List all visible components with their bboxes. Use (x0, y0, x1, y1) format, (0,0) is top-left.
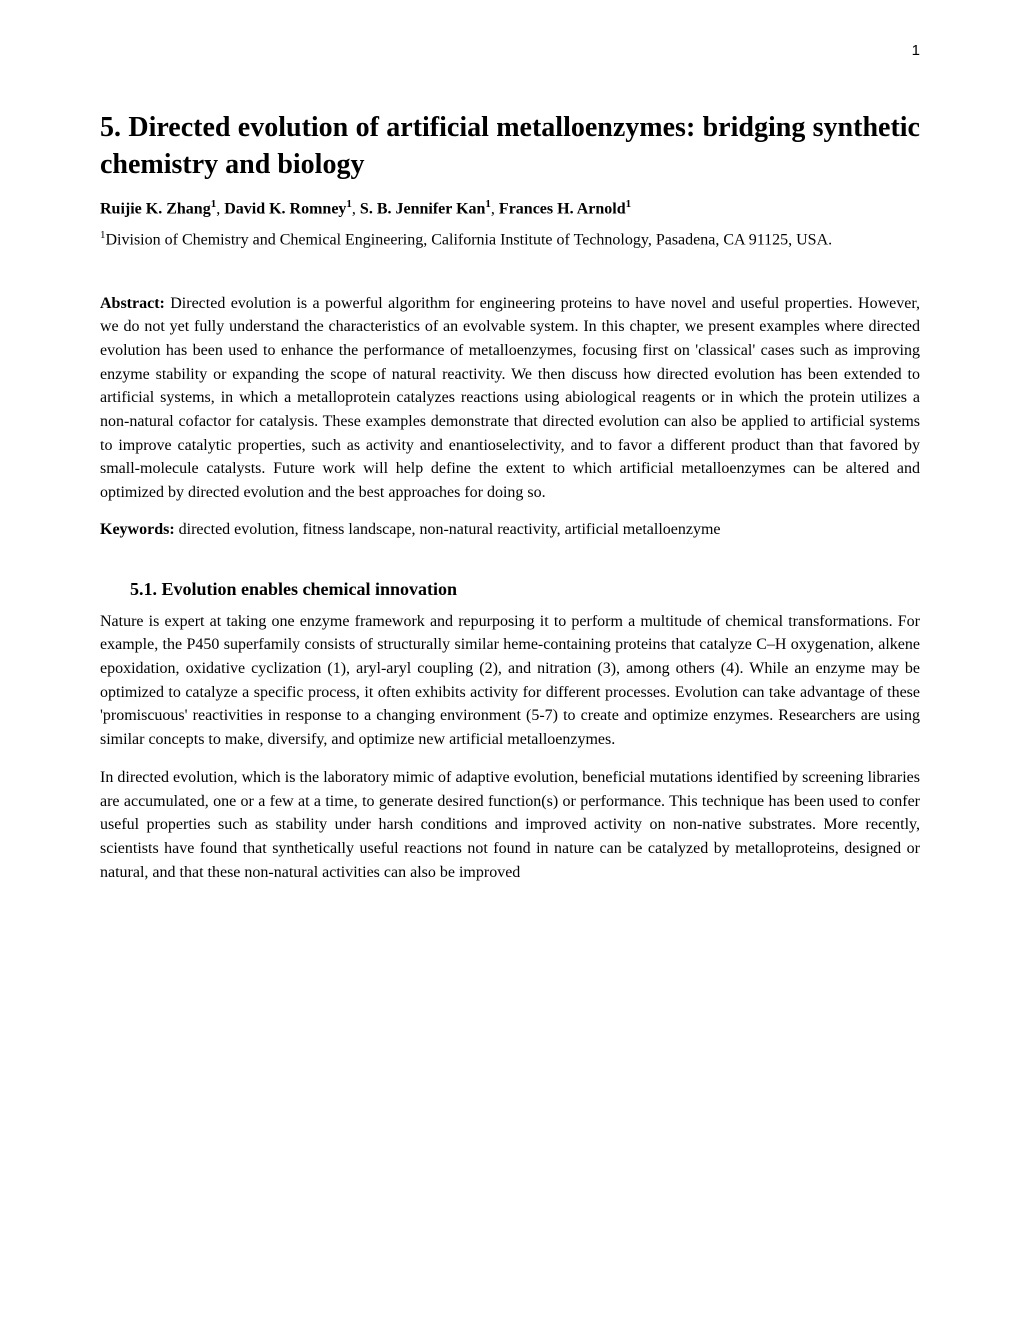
author-sep: , (352, 200, 360, 217)
author-name: David K. Romney (224, 200, 346, 217)
author-sep: , (216, 200, 224, 217)
author-sep: , (491, 200, 499, 217)
keywords-text: directed evolution, fitness landscape, n… (179, 521, 721, 538)
author-name: Frances H. Arnold (499, 200, 626, 217)
author-list: Ruijie K. Zhang1, David K. Romney1, S. B… (100, 198, 920, 218)
abstract-label: Abstract: (100, 295, 165, 312)
keywords: Keywords: directed evolution, fitness la… (100, 521, 920, 539)
affiliation-text: Division of Chemistry and Chemical Engin… (106, 232, 833, 249)
section-heading: 5.1. Evolution enables chemical innovati… (130, 579, 920, 600)
keywords-label: Keywords: (100, 521, 175, 538)
abstract: Abstract: Directed evolution is a powerf… (100, 292, 920, 505)
paper-page: 1 5. Directed evolution of artificial me… (0, 0, 1020, 1320)
paper-title: 5. Directed evolution of artificial meta… (100, 110, 920, 184)
body-paragraph: Nature is expert at taking one enzyme fr… (100, 610, 920, 752)
affiliation: 1Division of Chemistry and Chemical Engi… (100, 228, 920, 252)
author-affil-marker: 1 (626, 198, 632, 210)
body-paragraph: In directed evolution, which is the labo… (100, 766, 920, 884)
author-name: Ruijie K. Zhang (100, 200, 211, 217)
abstract-text: Directed evolution is a powerful algorit… (100, 295, 920, 501)
author-name: S. B. Jennifer Kan (360, 200, 486, 217)
page-number: 1 (912, 42, 920, 59)
